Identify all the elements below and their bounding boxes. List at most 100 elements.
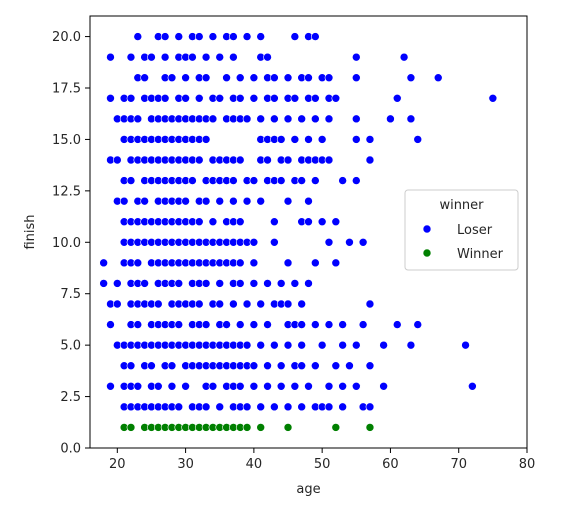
point-loser bbox=[290, 93, 300, 103]
point-loser bbox=[235, 217, 245, 227]
point-loser bbox=[181, 381, 190, 391]
point-loser bbox=[331, 361, 341, 371]
point-loser bbox=[249, 258, 259, 268]
point-loser bbox=[304, 217, 313, 227]
point-loser bbox=[276, 361, 286, 371]
point-loser bbox=[276, 135, 286, 144]
legend: winner Loser Winner bbox=[404, 189, 519, 271]
point-loser bbox=[140, 279, 149, 288]
point-loser bbox=[215, 52, 225, 62]
point-loser bbox=[201, 135, 211, 144]
point-loser bbox=[304, 135, 313, 144]
point-loser bbox=[311, 320, 320, 329]
y-axis-ticks: 0.0 2.5 5.0 7.5 10.0 12.5 15.0 17.5 20.0 bbox=[52, 30, 90, 457]
x-tick-label: 20 bbox=[109, 457, 126, 472]
point-loser bbox=[174, 32, 184, 41]
point-loser bbox=[215, 93, 225, 103]
point-loser bbox=[201, 52, 211, 62]
point-loser bbox=[406, 340, 416, 350]
point-loser bbox=[208, 32, 218, 41]
point-loser bbox=[106, 93, 115, 103]
point-loser bbox=[242, 402, 252, 412]
point-loser bbox=[256, 32, 266, 41]
y-tick-label: 20.0 bbox=[52, 30, 81, 45]
point-loser bbox=[283, 402, 293, 412]
point-loser bbox=[311, 32, 320, 41]
point-loser bbox=[399, 52, 409, 62]
point-loser bbox=[181, 93, 190, 103]
point-loser bbox=[406, 73, 416, 83]
legend-title: winner bbox=[439, 198, 484, 213]
point-loser bbox=[235, 258, 245, 268]
point-loser bbox=[365, 361, 375, 371]
point-loser bbox=[188, 176, 197, 185]
point-loser bbox=[242, 340, 252, 350]
point-loser bbox=[181, 196, 190, 206]
point-loser bbox=[167, 73, 177, 83]
x-tick-label: 30 bbox=[177, 457, 194, 472]
point-loser bbox=[358, 320, 368, 329]
point-loser bbox=[256, 114, 266, 124]
x-axis-label: age bbox=[296, 482, 320, 497]
point-loser bbox=[324, 320, 334, 329]
point-loser bbox=[324, 114, 334, 124]
point-loser bbox=[276, 381, 286, 391]
point-loser bbox=[167, 361, 177, 371]
point-loser bbox=[113, 279, 122, 288]
point-loser bbox=[283, 155, 293, 165]
point-loser bbox=[242, 114, 252, 124]
point-loser bbox=[229, 32, 238, 41]
point-loser bbox=[263, 155, 272, 165]
point-loser bbox=[181, 73, 190, 83]
point-loser bbox=[249, 381, 259, 391]
point-loser bbox=[392, 320, 402, 329]
point-loser bbox=[304, 73, 313, 83]
legend-marker-winner bbox=[422, 248, 432, 258]
point-loser bbox=[413, 135, 423, 144]
point-loser bbox=[249, 176, 259, 185]
point-loser bbox=[386, 114, 395, 124]
point-loser bbox=[188, 52, 197, 62]
point-loser bbox=[338, 381, 347, 391]
point-loser bbox=[133, 381, 143, 391]
point-loser bbox=[235, 93, 245, 103]
point-loser bbox=[263, 320, 272, 329]
point-loser bbox=[406, 114, 416, 124]
point-loser bbox=[351, 381, 361, 391]
point-loser bbox=[317, 340, 327, 350]
point-loser bbox=[379, 340, 388, 350]
point-loser bbox=[263, 279, 272, 288]
y-tick-label: 7.5 bbox=[60, 287, 81, 302]
point-loser bbox=[324, 155, 334, 165]
point-loser bbox=[113, 299, 122, 309]
point-loser bbox=[263, 381, 272, 391]
point-loser bbox=[201, 73, 211, 83]
point-loser bbox=[201, 402, 211, 412]
point-loser bbox=[133, 114, 143, 124]
point-loser bbox=[270, 402, 279, 412]
point-winner bbox=[126, 423, 136, 432]
point-loser bbox=[365, 135, 375, 144]
point-loser bbox=[433, 73, 443, 83]
point-loser bbox=[235, 381, 245, 391]
point-loser bbox=[249, 361, 259, 371]
point-loser bbox=[174, 402, 184, 412]
point-winner bbox=[365, 423, 375, 432]
point-loser bbox=[304, 279, 313, 288]
point-loser bbox=[126, 93, 136, 103]
point-loser bbox=[283, 258, 293, 268]
point-loser bbox=[283, 73, 293, 83]
point-loser bbox=[215, 402, 225, 412]
point-loser bbox=[283, 114, 293, 124]
point-loser bbox=[351, 114, 361, 124]
point-loser bbox=[208, 114, 218, 124]
point-loser bbox=[297, 114, 306, 124]
point-loser bbox=[297, 361, 306, 371]
points-layer bbox=[99, 32, 498, 432]
point-loser bbox=[304, 381, 313, 391]
point-loser bbox=[270, 73, 279, 83]
y-tick-label: 12.5 bbox=[52, 184, 81, 199]
point-loser bbox=[153, 381, 163, 391]
point-loser bbox=[133, 32, 143, 41]
